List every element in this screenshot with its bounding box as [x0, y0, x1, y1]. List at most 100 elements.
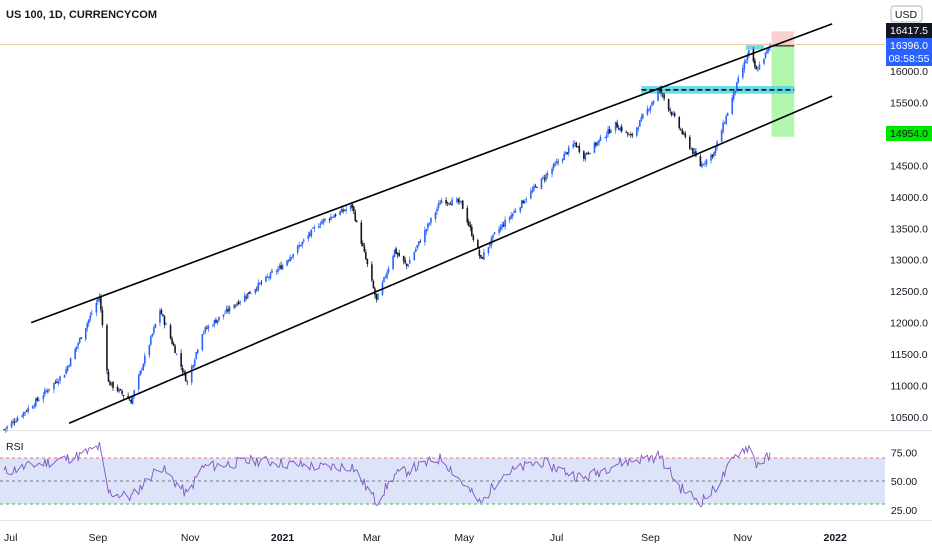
candle-body [458, 200, 461, 203]
candle-body [639, 120, 641, 127]
candle-body [183, 371, 185, 373]
candle-body [723, 123, 726, 124]
candle-body [752, 49, 755, 62]
candle-body [212, 325, 214, 327]
candle-body [59, 376, 61, 381]
candle-body [646, 108, 649, 115]
candle-body [137, 375, 140, 390]
candle-body [445, 199, 447, 204]
time-axis[interactable]: Jul Sep Nov 2021 Mar May Jul Sep Nov 2022 [4, 532, 847, 544]
candle-body [536, 187, 538, 188]
candle-body [525, 199, 528, 201]
candle-body [375, 293, 378, 300]
candle-body [460, 201, 463, 202]
candle-body [573, 143, 576, 144]
candle-body [355, 220, 358, 222]
candle-body [610, 131, 612, 133]
candle-body [159, 310, 161, 323]
candle-body [437, 203, 440, 208]
drawings[interactable] [30, 23, 833, 425]
candle-body [233, 306, 235, 307]
price-tick-label: 11000.0 [890, 381, 927, 393]
candle-body [139, 370, 142, 376]
candle-body [384, 276, 387, 278]
candle-body [395, 248, 397, 254]
candle-body [457, 198, 459, 203]
channel-lower-line [68, 95, 833, 425]
time-tick-label: Sep [641, 532, 660, 544]
candle-body [661, 93, 664, 95]
candle-body [502, 224, 505, 227]
candle-body [487, 246, 490, 254]
candle-body [225, 308, 228, 313]
current-price-badge-bg [886, 38, 932, 66]
price-axis[interactable]: 10500.0 11000.0 11500.0 12000.0 12500.0 13000… [885, 0, 932, 430]
time-tick-label: 2021 [271, 532, 295, 544]
candle-body [354, 211, 357, 221]
candle-body [702, 164, 705, 166]
candle-body [534, 185, 537, 187]
candle-body [321, 221, 323, 225]
candle-body [340, 208, 343, 213]
candle-body [642, 114, 644, 119]
candle-body [716, 141, 718, 148]
candle-body [109, 381, 111, 386]
candle-body [451, 199, 453, 206]
candle-body [277, 268, 279, 272]
candle-body [533, 186, 535, 191]
price-tick-label: 12500.0 [890, 286, 928, 298]
currency-button[interactable]: USD [890, 5, 923, 23]
candle-body [259, 282, 261, 284]
candle-body [713, 152, 715, 156]
stop-loss-zone [771, 31, 795, 46]
candle-body [755, 66, 758, 70]
candle-body [292, 253, 294, 258]
candle-body [181, 367, 184, 373]
candle-body [726, 113, 729, 116]
price-tick-label: 12000.0 [890, 318, 928, 330]
candle-body [448, 203, 450, 205]
candle-body [27, 407, 30, 412]
candle-body [98, 296, 101, 301]
candle-body [371, 264, 373, 281]
candle-body [45, 390, 48, 392]
candle-body [12, 420, 14, 423]
candle-body [552, 164, 555, 169]
candle-body [121, 390, 123, 394]
candle-body [699, 156, 702, 167]
candle-body [77, 343, 79, 346]
rsi-tick-label: 75.00 [891, 447, 917, 459]
candle-body [10, 422, 13, 428]
candle-body [154, 323, 157, 328]
candle-body [670, 111, 673, 116]
candle-body [236, 303, 238, 306]
candle-body [520, 200, 523, 208]
candle-body [160, 309, 163, 315]
candle-body [407, 264, 410, 267]
candle-body [567, 147, 570, 154]
candle-body [287, 260, 290, 262]
candle-body [551, 168, 553, 175]
candle-body [554, 163, 556, 166]
candle-body [107, 371, 110, 382]
candle-body [95, 302, 98, 313]
candle-body [416, 245, 419, 248]
candle-body [86, 323, 89, 329]
bar-countdown: 08:58:55 [889, 53, 930, 65]
last-price-badge-bg [886, 23, 932, 38]
candle-body [148, 344, 151, 356]
candle-body [140, 369, 143, 371]
candle-body [766, 49, 768, 53]
candle-body [172, 343, 175, 346]
candle-body [587, 153, 590, 154]
candle-body [386, 272, 388, 278]
candle-body [301, 241, 304, 246]
candle-body [245, 296, 248, 298]
candle-body [33, 405, 36, 407]
candle-body [720, 130, 723, 142]
price-tick-label: 16000.0 [890, 66, 928, 78]
candle-body [87, 319, 90, 324]
candle-body [243, 295, 246, 302]
candle-body [693, 151, 696, 154]
